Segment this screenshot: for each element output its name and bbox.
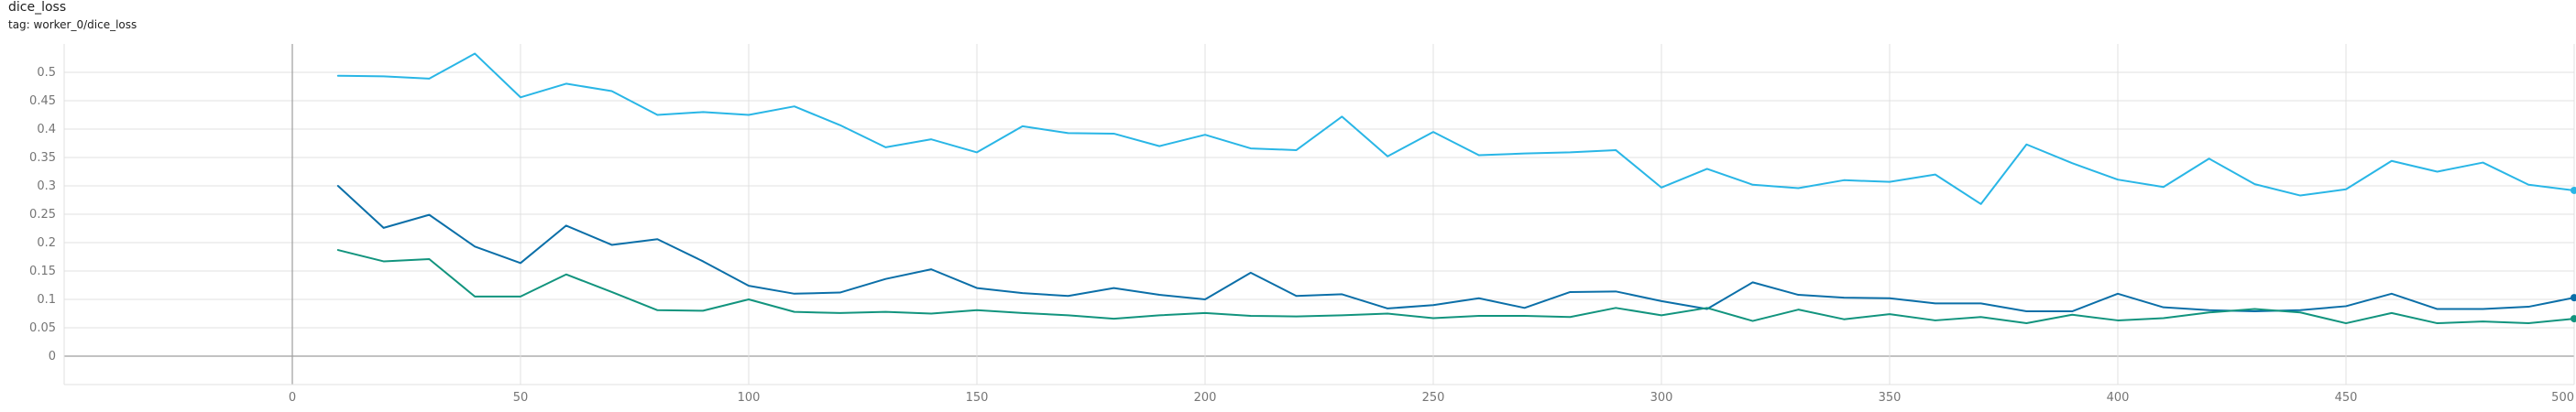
series-lines [336,52,2575,325]
grid [64,44,2575,385]
x-tick-label: 350 [1879,391,1902,405]
series-line-1[interactable] [336,52,2575,205]
series-line-2[interactable] [336,185,2575,313]
y-tick-label: 0.2 [37,236,56,250]
y-tick-label: 0 [49,350,56,363]
y-tick-label: 0.5 [37,66,56,80]
x-tick-label: 50 [513,391,529,405]
y-tick-label: 0.45 [29,94,56,108]
series-end-markers[interactable] [2571,186,2576,323]
series-end-point-1[interactable] [2571,186,2576,194]
x-tick-label: 200 [1194,391,1217,405]
x-axis-tick-labels: 0 50 100 150 200 250 300 350 400 450 500 [289,391,2574,405]
series-line-3[interactable] [336,249,2575,325]
y-tick-label: 0.35 [29,151,56,165]
x-tick-label: 300 [1650,391,1673,405]
y-tick-label: 0.15 [29,265,56,278]
x-tick-label: 450 [2335,391,2358,405]
x-tick-label: 400 [2107,391,2130,405]
axes [63,44,2574,385]
y-axis-tick-labels: 0 0.05 0.1 0.15 0.2 0.25 0.3 0.35 0.4 0.45 0.5 [29,66,56,363]
x-tick-label: 0 [289,391,296,405]
y-tick-label: 0.3 [37,179,56,193]
y-tick-label: 0.4 [37,123,56,136]
chart-tag: tag: worker_0/dice_loss [8,18,137,31]
x-tick-label: 500 [2551,391,2574,405]
x-tick-label: 250 [1422,391,1445,405]
x-tick-label: 100 [738,391,761,405]
chart-title: dice_loss [8,0,67,15]
x-tick-label: 150 [966,391,989,405]
y-tick-label: 0.25 [29,208,56,222]
series-end-point-3[interactable] [2571,315,2576,323]
y-tick-label: 0.1 [37,293,56,307]
series-end-point-2[interactable] [2571,294,2576,302]
y-tick-label: 0.05 [29,321,56,335]
